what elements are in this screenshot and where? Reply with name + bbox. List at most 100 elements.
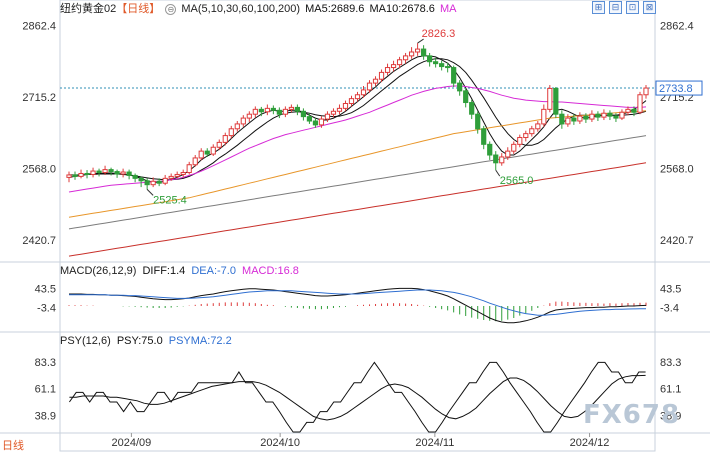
annotation-pointer (417, 38, 424, 44)
candle-body (643, 87, 649, 96)
candle-body (240, 117, 246, 125)
candle-body (481, 128, 487, 145)
macd-y-tick-left: -3.4 (37, 302, 56, 314)
candle-body (294, 106, 301, 112)
candle-body (120, 171, 126, 175)
candle-body (541, 108, 547, 125)
price-y-tick-left: 2568.0 (22, 164, 56, 176)
candle-body (499, 156, 505, 164)
annotation-low-2: 2565.0 (500, 175, 534, 187)
candle-body (342, 103, 349, 109)
candle-body (72, 174, 78, 177)
candle-body (583, 115, 589, 120)
shrink-icon[interactable]: ⊟ (609, 1, 622, 14)
candle-body (517, 137, 523, 145)
candle-body (228, 128, 234, 137)
macd-header: MACD(26,12,9) DIFF:1.4 DEA:-7.0 MACD:16.… (60, 264, 299, 278)
x-tick-label: 2024/12 (570, 437, 610, 449)
candle-body (384, 67, 391, 73)
candle-body (132, 174, 138, 179)
watermark-logo: FX678 (583, 400, 681, 430)
candle-body (318, 118, 325, 126)
price-y-tick-left: 2420.7 (22, 235, 56, 247)
candle-body (144, 180, 150, 186)
candle-body (264, 107, 270, 113)
candle-body (354, 94, 361, 100)
price-y-tick-left: 2715.2 (22, 92, 56, 104)
candle-body (216, 141, 222, 148)
annotation-pointer (495, 169, 501, 177)
ma200-line (68, 162, 647, 257)
psy-y-tick-right: 83.3 (660, 357, 681, 369)
macd-dea-line (69, 289, 646, 316)
annotation-high: 2826.3 (422, 28, 456, 40)
candle-body (222, 135, 228, 143)
period-label[interactable]: 日线 (0, 437, 26, 453)
candle-body (258, 108, 264, 113)
candle-body (445, 66, 451, 69)
candle-body (523, 133, 529, 139)
psy-y-tick-left: 38.9 (35, 410, 56, 422)
candle-body (114, 171, 120, 175)
macd-y-tick-right: -3.4 (660, 302, 679, 314)
candle-body (463, 90, 469, 104)
candle-body (439, 63, 445, 68)
current-price-label: 2733.8 (659, 83, 693, 95)
candle-body (427, 55, 433, 63)
plot-frame (59, 0, 656, 452)
candle-body (288, 106, 294, 110)
candle-body (102, 169, 108, 174)
x-tick-label: 2024/11 (415, 437, 454, 449)
settings-icon[interactable]: ⊡ (626, 1, 639, 14)
psy-y-tick-left: 61.1 (35, 384, 56, 396)
macd-label: MACD(26,12,9) (60, 265, 137, 277)
candle-body (378, 71, 385, 80)
candle-body (414, 48, 421, 53)
candle-body (451, 67, 457, 84)
close-icon[interactable]: ⊠ (643, 1, 656, 14)
candle-body (246, 113, 252, 119)
candle-body (282, 108, 288, 115)
candle-body (90, 170, 96, 175)
ma-settings-icon[interactable]: ⊖ (165, 4, 177, 15)
ma-config-label: MA(5,10,30,60,100,200) (181, 3, 301, 15)
candle-body (300, 110, 307, 118)
candle-body (234, 123, 240, 130)
psy-label: PSY(12,6) (60, 335, 111, 347)
ma10-value: MA10:2678.6 (369, 3, 435, 15)
candle-body (487, 143, 493, 156)
current-price-box (655, 80, 703, 96)
price-y-tick-right: 2862.4 (660, 21, 694, 33)
ma-suffix: MA (439, 3, 457, 15)
candle-body (276, 109, 282, 115)
period-tag: 【日线】 (116, 3, 161, 15)
macd-macd-value: MACD:16.8 (242, 265, 299, 277)
expand-icon[interactable]: ⊞ (592, 1, 605, 14)
candle-body (156, 180, 162, 184)
candle-body (589, 113, 595, 120)
toolbar: ⊞ ⊟ ⊡ ⊠ (592, 1, 656, 14)
macd-y-tick-right: 43.5 (660, 284, 681, 296)
candle-body (559, 113, 565, 125)
psy-y-tick-right: 38.9 (660, 410, 681, 422)
ma5-value: MA5:2689.6 (305, 3, 365, 15)
candle-body (126, 171, 132, 176)
psy-line (68, 361, 646, 433)
candle-body (270, 107, 276, 111)
psy-y-tick-right: 61.1 (660, 384, 681, 396)
candle-body (66, 174, 72, 178)
candle-body (433, 61, 439, 65)
candle-body (601, 112, 607, 118)
candle-body (619, 111, 625, 119)
candle-body (493, 154, 499, 164)
x-tick-label: 2024/10 (260, 437, 300, 449)
candle-body (457, 82, 463, 92)
psyma-line (69, 374, 646, 421)
price-y-tick-right: 2568.0 (660, 164, 694, 176)
candle-body (174, 173, 180, 177)
candle-body (96, 170, 102, 174)
candle-body (180, 172, 186, 175)
macd-diff-line (69, 287, 647, 324)
candle-body (162, 177, 168, 184)
